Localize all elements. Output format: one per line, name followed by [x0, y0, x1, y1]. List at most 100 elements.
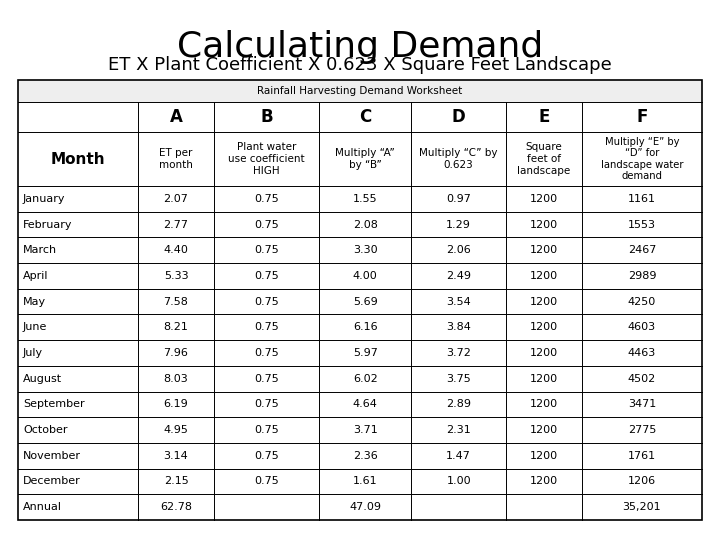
- Text: Rainfall Harvesting Demand Worksheet: Rainfall Harvesting Demand Worksheet: [257, 86, 463, 96]
- Text: May: May: [23, 296, 46, 307]
- Text: 4250: 4250: [628, 296, 656, 307]
- Text: 1161: 1161: [628, 194, 656, 204]
- Text: 4502: 4502: [628, 374, 656, 384]
- Text: 8.21: 8.21: [163, 322, 189, 332]
- Text: June: June: [23, 322, 48, 332]
- Text: 5.69: 5.69: [353, 296, 378, 307]
- Text: 0.75: 0.75: [254, 194, 279, 204]
- Text: October: October: [23, 425, 68, 435]
- Text: 4.40: 4.40: [163, 245, 189, 255]
- Text: E: E: [539, 108, 549, 126]
- Text: 1200: 1200: [530, 245, 558, 255]
- Text: 2.49: 2.49: [446, 271, 471, 281]
- Text: 1200: 1200: [530, 451, 558, 461]
- Text: August: August: [23, 374, 62, 384]
- Text: 6.19: 6.19: [163, 400, 189, 409]
- Text: 2467: 2467: [628, 245, 656, 255]
- Text: 6.02: 6.02: [353, 374, 378, 384]
- Text: ET X Plant Coefficient X 0.623 X Square Feet Landscape: ET X Plant Coefficient X 0.623 X Square …: [108, 56, 612, 74]
- Text: July: July: [23, 348, 43, 358]
- Text: 1553: 1553: [628, 220, 656, 229]
- Text: 1200: 1200: [530, 322, 558, 332]
- Text: 0.75: 0.75: [254, 271, 279, 281]
- Text: January: January: [23, 194, 66, 204]
- Text: 2.07: 2.07: [163, 194, 189, 204]
- Text: 2.31: 2.31: [446, 425, 471, 435]
- Text: Multiply “A”
by “B”: Multiply “A” by “B”: [336, 148, 395, 170]
- Text: 1.29: 1.29: [446, 220, 471, 229]
- Text: 1.47: 1.47: [446, 451, 471, 461]
- Text: Multiply “E” by
“D” for
landscape water
demand: Multiply “E” by “D” for landscape water …: [600, 137, 683, 181]
- Text: September: September: [23, 400, 85, 409]
- Text: 0.75: 0.75: [254, 400, 279, 409]
- Text: 7.96: 7.96: [163, 348, 189, 358]
- Text: Month: Month: [51, 152, 105, 166]
- Text: 2.06: 2.06: [446, 245, 471, 255]
- Text: November: November: [23, 451, 81, 461]
- Text: 1200: 1200: [530, 425, 558, 435]
- Text: December: December: [23, 476, 81, 487]
- Text: 2989: 2989: [628, 271, 656, 281]
- Text: 2.77: 2.77: [163, 220, 189, 229]
- Text: 2.15: 2.15: [163, 476, 189, 487]
- Text: ET per
month: ET per month: [159, 148, 193, 170]
- Text: 0.75: 0.75: [254, 425, 279, 435]
- Text: 35,201: 35,201: [623, 502, 661, 512]
- Bar: [18, 80, 702, 520]
- Text: D: D: [452, 108, 466, 126]
- Text: 1.55: 1.55: [353, 194, 377, 204]
- Text: 1.61: 1.61: [353, 476, 377, 487]
- Text: 1200: 1200: [530, 400, 558, 409]
- Text: F: F: [636, 108, 647, 126]
- Text: Annual: Annual: [23, 502, 62, 512]
- Text: 1200: 1200: [530, 271, 558, 281]
- Text: 3471: 3471: [628, 400, 656, 409]
- Text: 0.97: 0.97: [446, 194, 471, 204]
- Text: Plant water
use coefficient
HIGH: Plant water use coefficient HIGH: [228, 143, 305, 176]
- Text: Calculating Demand: Calculating Demand: [177, 30, 543, 64]
- Text: 0.75: 0.75: [254, 374, 279, 384]
- Text: B: B: [260, 108, 273, 126]
- Text: 1.00: 1.00: [446, 476, 471, 487]
- Text: 4.00: 4.00: [353, 271, 378, 281]
- Text: 1200: 1200: [530, 220, 558, 229]
- Text: 6.16: 6.16: [353, 322, 377, 332]
- Text: 1200: 1200: [530, 348, 558, 358]
- Text: 1200: 1200: [530, 476, 558, 487]
- Text: 1200: 1200: [530, 296, 558, 307]
- Text: 1761: 1761: [628, 451, 656, 461]
- Text: 5.33: 5.33: [163, 271, 189, 281]
- Text: 0.75: 0.75: [254, 476, 279, 487]
- Text: 3.54: 3.54: [446, 296, 471, 307]
- Text: 7.58: 7.58: [163, 296, 189, 307]
- Text: 0.75: 0.75: [254, 348, 279, 358]
- Bar: [18, 80, 702, 102]
- Text: 8.03: 8.03: [163, 374, 189, 384]
- Text: March: March: [23, 245, 57, 255]
- Text: 0.75: 0.75: [254, 322, 279, 332]
- Text: 0.75: 0.75: [254, 220, 279, 229]
- Text: Square
feet of
landscape: Square feet of landscape: [518, 143, 571, 176]
- Text: 3.75: 3.75: [446, 374, 471, 384]
- Text: 4.64: 4.64: [353, 400, 378, 409]
- Text: 62.78: 62.78: [160, 502, 192, 512]
- Text: April: April: [23, 271, 48, 281]
- Text: 1200: 1200: [530, 194, 558, 204]
- Text: 5.97: 5.97: [353, 348, 378, 358]
- Text: 0.75: 0.75: [254, 451, 279, 461]
- Text: 2.89: 2.89: [446, 400, 471, 409]
- Text: A: A: [170, 108, 182, 126]
- Text: 1206: 1206: [628, 476, 656, 487]
- Text: 0.75: 0.75: [254, 296, 279, 307]
- Text: 3.14: 3.14: [163, 451, 189, 461]
- Text: 1200: 1200: [530, 374, 558, 384]
- Text: 47.09: 47.09: [349, 502, 382, 512]
- Text: February: February: [23, 220, 73, 229]
- Text: 4.95: 4.95: [163, 425, 189, 435]
- Text: Multiply “C” by
0.623: Multiply “C” by 0.623: [420, 148, 498, 170]
- Text: 4463: 4463: [628, 348, 656, 358]
- Text: 2775: 2775: [628, 425, 656, 435]
- Text: 4603: 4603: [628, 322, 656, 332]
- Text: 3.72: 3.72: [446, 348, 471, 358]
- Text: 3.30: 3.30: [353, 245, 377, 255]
